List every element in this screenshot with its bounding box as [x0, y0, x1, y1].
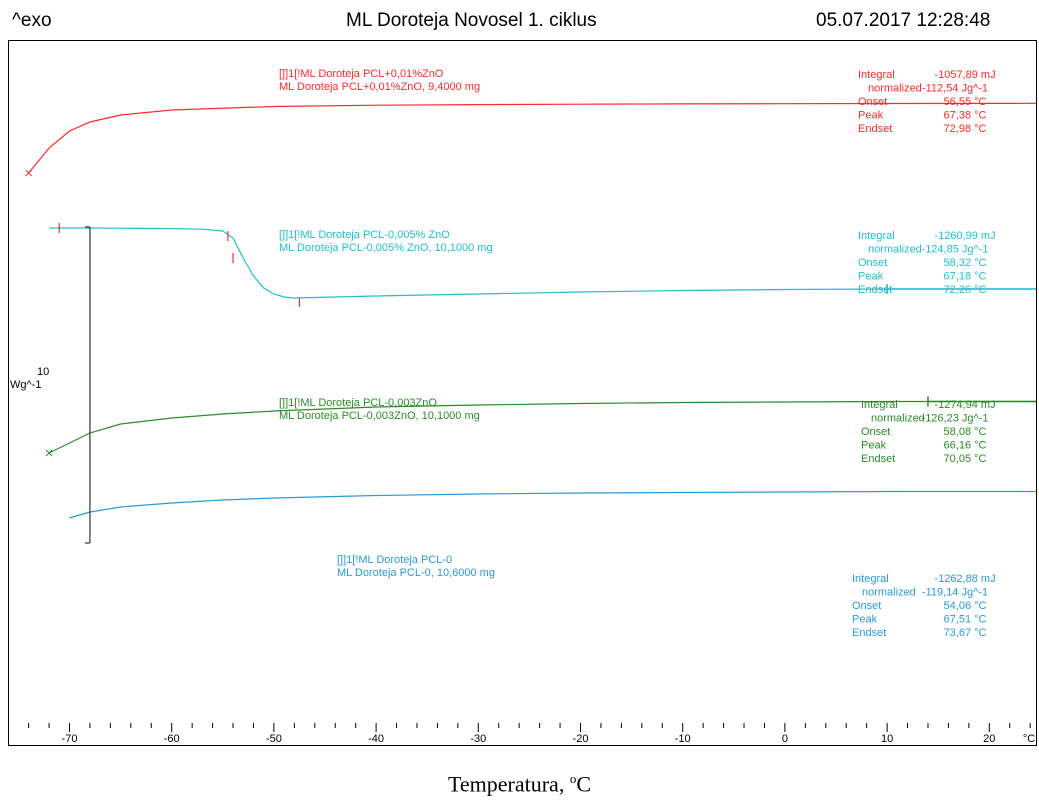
result-value: -124,85 Jg^-1: [922, 244, 989, 256]
sample-label-id: []]1[!ML Doroteja PCL+0,01%ZnO: [279, 68, 444, 80]
result-key: Endset: [852, 627, 886, 639]
result-key: Onset: [858, 96, 887, 108]
x-caption-text: Temperatura,: [447, 771, 570, 797]
x-tick-label: -20: [573, 733, 589, 745]
result-key: normalized: [871, 413, 925, 425]
sample-label-mass: ML Doroteja PCL-0,003ZnO, 10,1000 mg: [279, 410, 480, 422]
result-value: -126,23 Jg^-1: [922, 413, 989, 425]
plot-frame: []]1[!ML Doroteja PCL+0,01%ZnO ML Dorotej…: [8, 40, 1037, 746]
result-value: -119,14 Jg^-1: [922, 587, 988, 599]
result-value: -1262,88 mJ: [934, 573, 995, 585]
x-tick-label: -70: [62, 733, 78, 745]
result-key: Peak: [861, 440, 887, 452]
x-caption-unit: C: [576, 771, 592, 797]
result-value: -112,54 Jg^-1: [922, 83, 988, 95]
x-tick-label: 10: [881, 733, 893, 745]
result-value: 72,98 °C: [944, 123, 987, 135]
result-value: 72,26 °C: [944, 284, 987, 296]
x-caption-degree: o: [569, 771, 577, 786]
result-key: Onset: [852, 600, 881, 612]
sample-label-mass: ML Doroteja PCL-0, 10,6000 mg: [337, 567, 495, 579]
dsc-curve: [28, 102, 1036, 174]
x-tick-label: -10: [675, 733, 691, 745]
result-value: -1260,99 mJ: [934, 230, 995, 242]
sample-label-id: []]1[!ML Doroteja PCL-0,005% ZnO: [279, 229, 450, 241]
result-key: Integral: [852, 573, 889, 585]
x-tick-label: -50: [266, 733, 282, 745]
result-value: 73,67 °C: [944, 627, 987, 639]
result-key: normalized: [868, 244, 922, 256]
result-key: Onset: [858, 257, 887, 269]
sample-label-mass: ML Doroteja PCL+0,01%ZnO, 9,4000 mg: [279, 81, 480, 93]
result-value: 58,08 °C: [944, 426, 987, 438]
x-tick-label: 0: [782, 733, 788, 745]
result-key: normalized: [868, 83, 922, 95]
peak-marker: [25, 169, 32, 177]
x-tick-label: -40: [368, 733, 384, 745]
result-key: Peak: [858, 110, 884, 122]
x-axis-caption: Temperatura, oC: [0, 771, 1039, 797]
result-key: Onset: [861, 426, 890, 438]
result-key: Integral: [861, 399, 898, 411]
x-unit-label: °C: [1023, 733, 1035, 745]
sample-label-mass: ML Doroteja PCL-0,005% ZnO, 10,1000 mg: [279, 242, 493, 254]
x-tick-label: 20: [983, 733, 995, 745]
peak-marker: [45, 449, 53, 457]
result-value: 67,38 °C: [944, 110, 987, 122]
timestamp: 05.07.2017 12:28:48: [816, 10, 991, 31]
x-tick-label: -30: [470, 733, 486, 745]
result-key: Endset: [858, 123, 892, 135]
result-value: 70,05 °C: [944, 453, 987, 465]
chart-title: ML Doroteja Novosel 1. ciklus: [346, 10, 597, 31]
sample-label-id: []]1[!ML Doroteja PCL-0: [337, 554, 452, 566]
result-value: 67,18 °C: [944, 271, 987, 283]
scale-bar-unit: Wg^-1: [10, 379, 41, 391]
result-value: 67,51 °C: [944, 614, 987, 626]
result-key: Integral: [858, 69, 895, 81]
x-tick-label: -60: [164, 733, 180, 745]
dsc-curve: [48, 400, 1036, 454]
result-value: -1274,94 mJ: [934, 399, 995, 411]
result-key: Endset: [861, 453, 895, 465]
result-value: 56,55 °C: [944, 96, 987, 108]
result-key: Peak: [858, 271, 884, 283]
exo-direction-label: ^exo: [12, 10, 52, 31]
result-key: Peak: [852, 614, 878, 626]
result-key: normalized: [862, 587, 916, 599]
result-value: 66,16 °C: [944, 440, 987, 452]
result-key: Endset: [858, 284, 892, 296]
result-value: -1057,89 mJ: [934, 69, 995, 81]
dsc-curve: [69, 490, 1036, 519]
scale-bar-value: 10: [37, 366, 49, 378]
result-value: 54,06 °C: [944, 600, 987, 612]
sample-label-id: []]1[!ML Doroteja PCL-0,003ZnO: [279, 397, 437, 409]
result-key: Integral: [858, 230, 895, 242]
result-value: 58,32 °C: [944, 257, 987, 269]
